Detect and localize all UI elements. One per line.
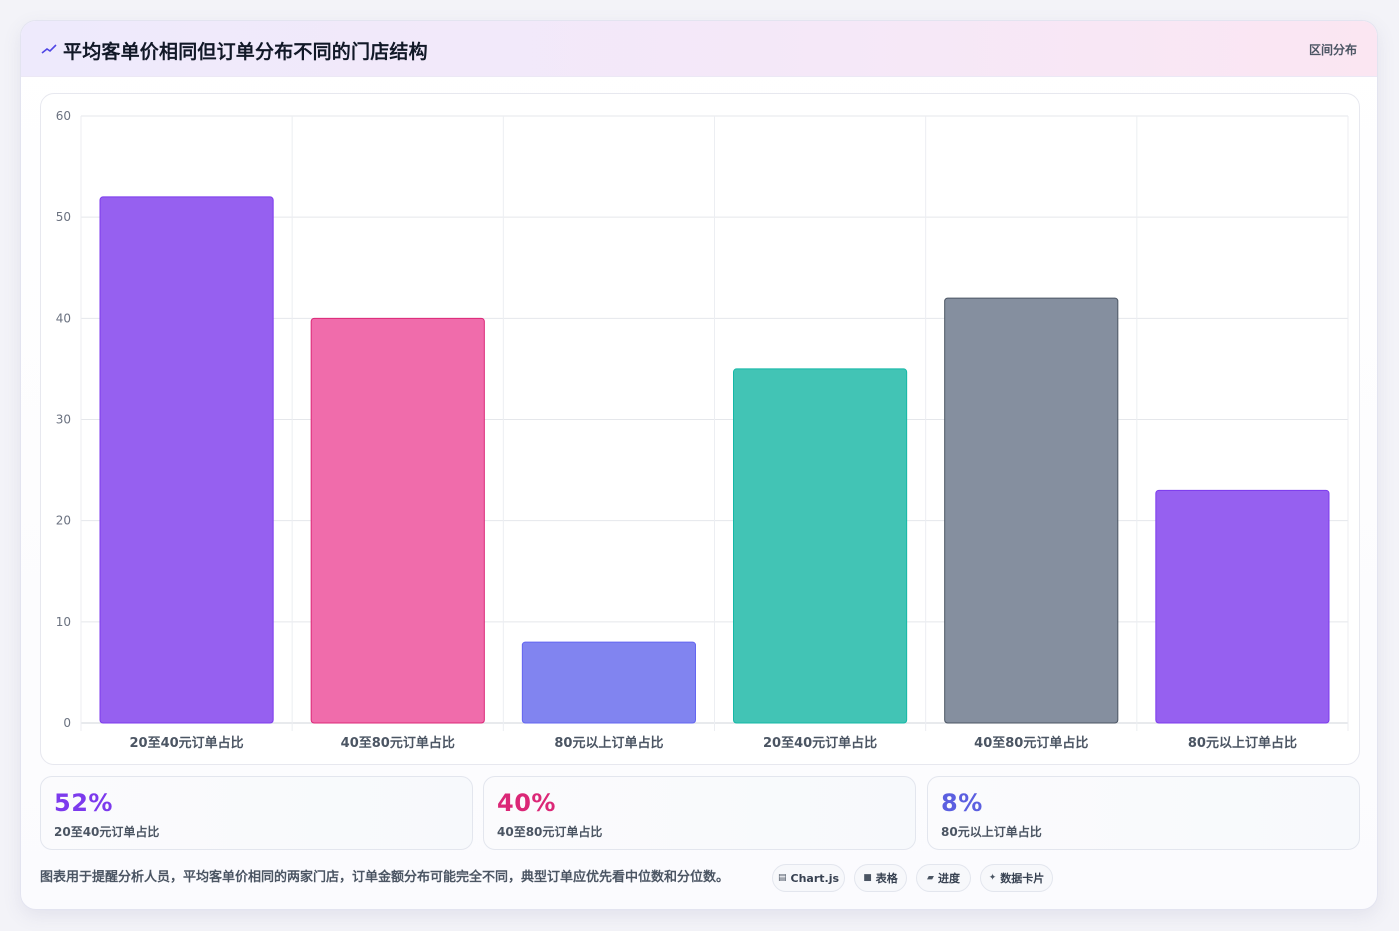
stat-label: 20至40元订单占比 (54, 825, 160, 839)
chip-label: 表格 (875, 872, 898, 885)
bar (99, 196, 274, 724)
table-icon: ■ (863, 873, 872, 883)
chip-label: 进度 (937, 872, 960, 885)
y-tick-label: 40 (56, 311, 71, 325)
x-tick-label: 20至40元订单占比 (129, 735, 243, 751)
y-tick-label: 0 (63, 716, 71, 730)
x-tick-label: 20至40元订单占比 (763, 735, 877, 751)
bar (944, 297, 1119, 724)
x-tick-label: 80元以上订单占比 (1188, 735, 1297, 751)
y-tick-label: 20 (56, 514, 71, 528)
chart-panel: 0 10 20 30 40 50 60 20至40元订单占比 40至80元订单占比 80元以上订单… (40, 93, 1360, 765)
x-tick-label: 40至80元订单占比 (341, 735, 455, 751)
bar (521, 641, 696, 724)
chip-table[interactable]: ■ 表格 (854, 864, 907, 892)
x-tick-label: 80元以上订单占比 (554, 735, 663, 751)
bar-chart: 0 10 20 30 40 50 60 20至40元订单占比 40至80元订单占比 80元以上订单… (56, 109, 1349, 751)
card-header: 平均客单价相同但订单分布不同的门店结构 区间分布 (21, 21, 1377, 77)
y-tick-label: 60 (56, 109, 71, 123)
chart-card: 平均客单价相同但订单分布不同的门店结构 区间分布 0 10 20 30 40 50 60 20… (20, 20, 1378, 910)
progress-icon: ▰ (927, 873, 934, 883)
y-tick-label: 50 (56, 210, 71, 224)
chip-progress[interactable]: ▰ 进度 (916, 864, 971, 892)
chart-title: 平均客单价相同但订单分布不同的门店结构 (63, 41, 428, 63)
x-tick-label: 40至80元订单占比 (974, 735, 1088, 751)
chart-icon: ▤ (777, 873, 787, 883)
sparkle-icon: ✦ (988, 873, 997, 883)
stat-label: 40至80元订单占比 (497, 825, 603, 839)
bar (310, 317, 485, 724)
stat-value: 40% (497, 789, 556, 817)
stat-value: 8% (941, 789, 983, 817)
stat-card-1: 52% 20至40元订单占比 (40, 776, 473, 850)
trend-line-icon (41, 44, 57, 54)
bar (1155, 489, 1330, 724)
stat-card-2: 40% 40至80元订单占比 (483, 776, 916, 850)
chart-type-tag: 区间分布 (1308, 43, 1357, 57)
bar (733, 368, 908, 724)
stat-value: 52% (54, 789, 113, 817)
footnote: 图表用于提醒分析人员，平均客单价相同的两家门店，订单金额分布可能完全不同，典型订… (40, 870, 730, 885)
y-tick-label: 30 (56, 413, 71, 427)
chip-label: Chart.js (790, 871, 840, 885)
y-tick-label: 10 (56, 615, 71, 629)
stat-label: 80元以上订单占比 (941, 825, 1042, 839)
chip-data-card[interactable]: ✦ 数据卡片 (980, 864, 1053, 892)
chip-chartjs[interactable]: ▤ Chart.js (772, 864, 845, 892)
chip-label: 数据卡片 (1000, 872, 1045, 885)
stat-card-3: 8% 80元以上订单占比 (927, 776, 1360, 850)
